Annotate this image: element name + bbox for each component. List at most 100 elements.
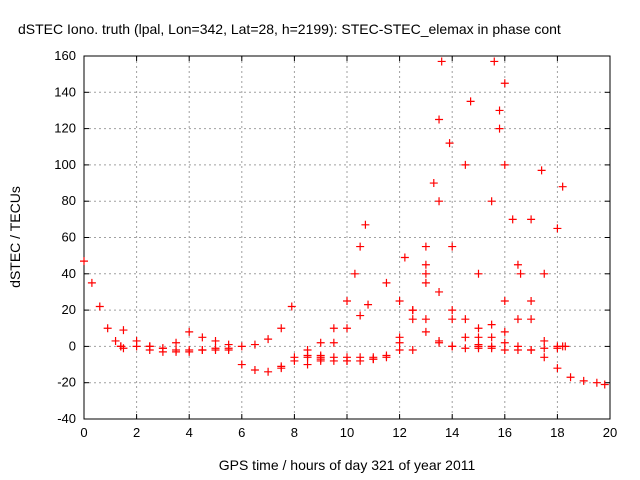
- data-point: [80, 257, 88, 266]
- data-point: [527, 297, 536, 306]
- data-point: [540, 269, 549, 278]
- y-axis-label: dSTEC / TECUs: [7, 186, 23, 288]
- data-point: [343, 324, 351, 333]
- series-8: [316, 97, 475, 365]
- data-point: [540, 344, 549, 353]
- data-point: [250, 340, 259, 349]
- data-point: [495, 106, 504, 115]
- data-point: [566, 373, 575, 382]
- data-point: [343, 297, 351, 306]
- data-point: [448, 342, 457, 351]
- data-point: [119, 326, 128, 335]
- data-point: [487, 320, 496, 329]
- data-point: [500, 297, 509, 306]
- y-tick-label: 160: [54, 48, 76, 63]
- data-point: [461, 160, 470, 169]
- data-point: [408, 315, 417, 324]
- series-12: [408, 79, 509, 355]
- data-point: [287, 302, 296, 311]
- data-point: [448, 315, 457, 324]
- data-point: [224, 346, 233, 355]
- data-point: [553, 342, 562, 351]
- x-tick-label: 4: [186, 425, 193, 440]
- series-7: [303, 139, 454, 365]
- data-point: [421, 278, 430, 287]
- data-point: [343, 356, 351, 365]
- data-point: [513, 260, 522, 269]
- data-point: [350, 269, 359, 278]
- data-point: [237, 342, 246, 351]
- data-point: [500, 79, 509, 88]
- data-point: [448, 306, 457, 315]
- data-point: [461, 344, 470, 353]
- x-tick-label: 20: [603, 425, 617, 440]
- data-point: [435, 115, 444, 124]
- data-point: [448, 242, 457, 251]
- data-point: [111, 336, 120, 345]
- series-0: [80, 257, 125, 351]
- data-point: [500, 338, 509, 347]
- data-point: [369, 355, 378, 364]
- data-point: [561, 342, 570, 351]
- data-point: [316, 338, 325, 347]
- x-axis-label: GPS time / hours of day 321 of year 2011: [219, 457, 476, 473]
- data-point: [527, 346, 536, 355]
- data-point: [395, 338, 404, 347]
- data-point: [103, 324, 112, 333]
- data-point: [474, 269, 483, 278]
- data-point: [540, 336, 549, 345]
- data-point: [395, 297, 404, 306]
- series-5: [277, 220, 370, 371]
- data-point: [579, 376, 588, 385]
- data-point: [553, 224, 562, 233]
- data-point: [95, 302, 104, 311]
- data-point: [119, 344, 128, 353]
- data-point: [466, 97, 475, 106]
- data-point: [361, 220, 370, 229]
- data-point: [408, 306, 417, 315]
- data-point: [540, 353, 549, 362]
- y-tick-label: 40: [62, 266, 76, 281]
- data-point: [303, 351, 312, 360]
- x-tick-label: 0: [80, 425, 87, 440]
- data-point: [592, 378, 601, 387]
- axis-ticks: [83, 55, 611, 420]
- y-tick-label: 120: [54, 121, 76, 136]
- data-points: [80, 57, 609, 389]
- y-tick-label: 100: [54, 157, 76, 172]
- data-point: [158, 347, 167, 356]
- y-axis-tick-labels: -40 -20 0 20 40 60 80 100 120 140 160: [54, 48, 76, 426]
- grid-lines: [84, 56, 610, 419]
- data-point: [290, 353, 299, 362]
- data-point: [513, 346, 522, 355]
- y-tick-label: 60: [62, 230, 76, 245]
- data-point: [527, 315, 536, 324]
- data-point: [198, 333, 207, 342]
- data-point: [487, 197, 496, 206]
- data-point: [87, 278, 96, 287]
- y-tick-label: -20: [57, 375, 76, 390]
- data-point: [198, 346, 207, 355]
- data-point: [277, 362, 286, 371]
- data-point: [264, 335, 273, 344]
- data-point: [211, 346, 220, 355]
- x-tick-label: 18: [550, 425, 564, 440]
- data-point: [474, 333, 483, 342]
- data-point: [421, 327, 430, 336]
- x-tick-label: 10: [340, 425, 354, 440]
- data-point: [437, 57, 446, 66]
- x-tick-label: 12: [392, 425, 406, 440]
- data-point: [429, 179, 438, 188]
- data-point: [500, 346, 509, 355]
- data-point: [382, 353, 391, 362]
- data-point: [527, 215, 536, 224]
- series-14: [448, 166, 546, 351]
- data-point: [490, 57, 499, 66]
- data-point: [508, 215, 517, 224]
- data-point: [211, 336, 220, 345]
- data-point: [400, 253, 409, 262]
- y-tick-label: 140: [54, 84, 76, 99]
- data-point: [421, 315, 430, 324]
- data-point: [277, 324, 286, 333]
